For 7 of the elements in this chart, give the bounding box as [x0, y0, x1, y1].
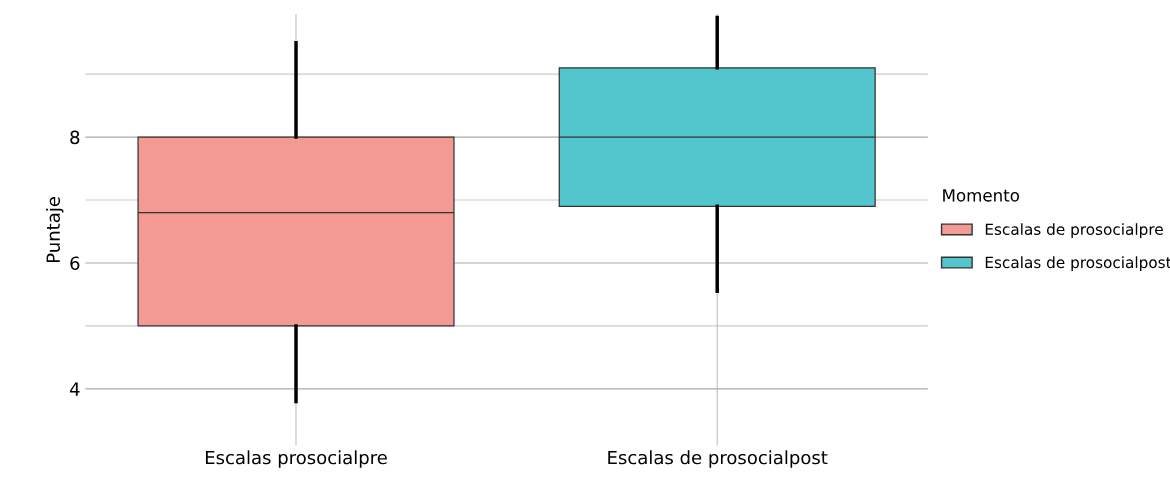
y-tick-label: 8	[70, 130, 80, 145]
legend-label: Escalas de prosocialpre	[985, 223, 1163, 238]
legend-title: Momento	[943, 189, 1020, 202]
y-tick-label: 6	[70, 256, 80, 271]
x-tick-label: Escalas prosocialpre	[205, 450, 387, 468]
y-tick-label: 4	[69, 382, 80, 396]
y-axis-title: Puntaje	[46, 197, 64, 263]
